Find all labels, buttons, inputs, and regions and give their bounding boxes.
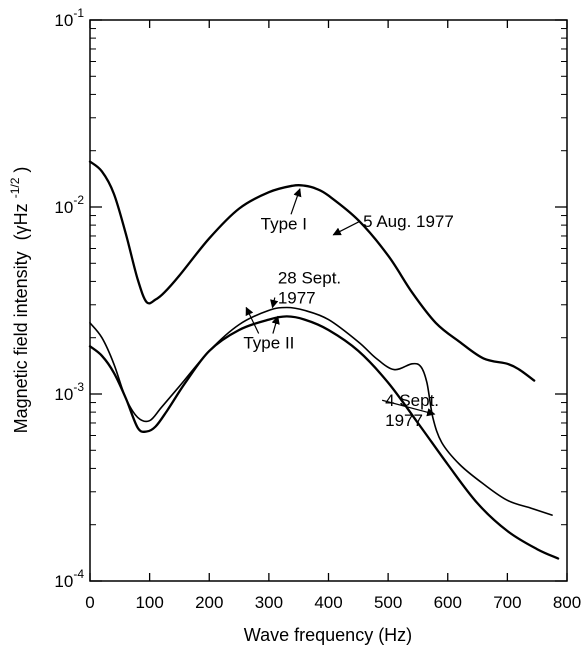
x-axis: 0 100 200 300 400 500 600 700 800 [85, 20, 581, 612]
y-tick-base: 10 [54, 572, 73, 591]
annotation-line: 28 Sept. [278, 268, 341, 287]
series-line-2 [89, 306, 553, 516]
y-axis-label-main: Magnetic field intensity [11, 251, 31, 433]
x-tick-label: 100 [135, 593, 163, 612]
annotation-label: 28 Sept. 1977 [278, 268, 341, 307]
x-tick-label: 500 [374, 593, 402, 612]
series-group [88, 160, 560, 560]
y-axis-label: Magnetic field intensity (γHz -1/2 ) [3, 167, 31, 434]
annotation-line: 5 Aug. 1977 [363, 212, 454, 231]
y-tick-base: 10 [54, 198, 73, 217]
y-axis-label-unit: (γHz [11, 203, 31, 240]
annotation-line: 1977 [385, 411, 423, 430]
annotation-line: Type I [261, 214, 307, 233]
y-tick-label: 10-3 [54, 380, 84, 404]
annotation-arrow [270, 297, 279, 309]
y-tick-exponent: -4 [73, 567, 84, 581]
x-tick-label: 300 [255, 593, 283, 612]
x-axis-label: Wave frequency (Hz) [244, 625, 412, 645]
x-tick-label: 700 [493, 593, 521, 612]
x-tick-label: 400 [314, 593, 342, 612]
annotation-arrow [381, 399, 436, 417]
y-axis-label-exponent: -1/2 [8, 177, 22, 198]
x-tick-label: 200 [195, 593, 223, 612]
x-tick-label: 600 [434, 593, 462, 612]
annotation-line: 1977 [278, 288, 316, 307]
annotation-arrow [245, 306, 260, 334]
series-line-1 [88, 160, 536, 382]
annotation-line: Type II [243, 334, 294, 353]
plot-frame [89, 19, 568, 582]
annotation-line: 4 Sept. [385, 391, 439, 410]
y-tick-exponent: -1 [73, 6, 84, 20]
annotation-arrow [271, 315, 280, 334]
y-tick-base: 10 [54, 11, 73, 30]
y-tick-label: 10-2 [54, 193, 84, 217]
y-tick-label: 10-1 [54, 6, 84, 30]
series-line-3 [88, 315, 560, 560]
y-tick-exponent: -3 [73, 380, 84, 394]
x-tick-label: 0 [85, 593, 94, 612]
annotation-arrow [290, 188, 302, 215]
y-axis: 10-110-210-310-4 [54, 6, 567, 591]
annotation-label: Type I [261, 214, 307, 233]
y-tick-base: 10 [54, 385, 73, 404]
x-tick-label: 800 [553, 593, 581, 612]
annotation-arrow [332, 220, 361, 236]
y-tick-label: 10-4 [54, 567, 84, 591]
annotation-label: 4 Sept. 1977 [385, 391, 439, 430]
annotation-label: 5 Aug. 1977 [363, 212, 454, 231]
annotation-label: Type II [243, 334, 294, 353]
y-tick-exponent: -2 [73, 193, 84, 207]
y-axis-label-close: ) [11, 167, 31, 173]
